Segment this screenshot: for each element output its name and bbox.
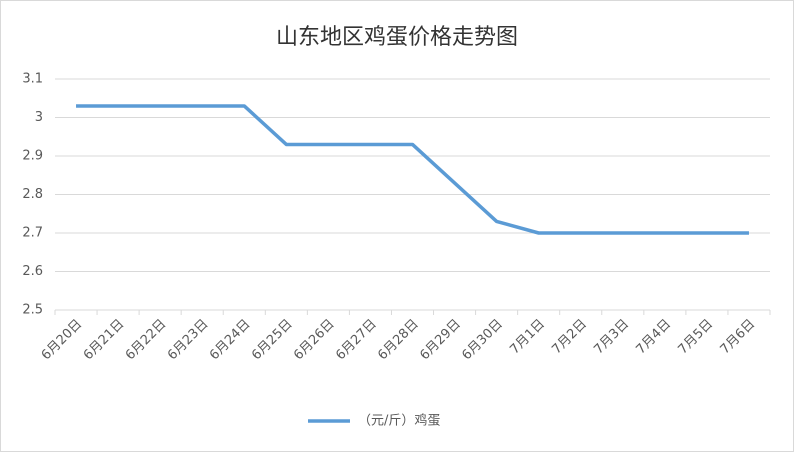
chart-title: 山东地区鸡蛋价格走势图 xyxy=(276,25,518,50)
y-tick-label: 3.1 xyxy=(22,72,43,87)
y-tick-label: 2.8 xyxy=(22,187,43,202)
y-tick-label: 2.6 xyxy=(22,264,43,279)
series-line xyxy=(76,104,749,235)
y-tick-label: 2.5 xyxy=(22,303,43,318)
y-tick-label: 3 xyxy=(35,110,43,125)
legend-label: （元/斤）鸡蛋 xyxy=(358,413,440,429)
y-tick-label: 2.9 xyxy=(22,149,43,164)
y-tick-label: 2.7 xyxy=(22,226,43,241)
